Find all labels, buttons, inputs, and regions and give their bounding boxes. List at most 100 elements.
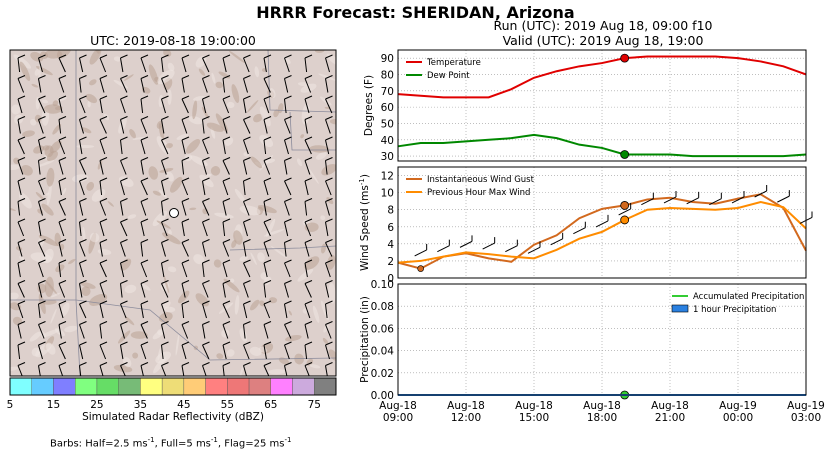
barb-shaft: [202, 119, 205, 134]
wind-barb-timeseries: [482, 237, 496, 250]
terrain-patch: [97, 160, 103, 170]
legend-label: 1 hour Precipitation: [693, 305, 776, 315]
barb-shaft: [161, 180, 166, 196]
barb-feather: [38, 54, 46, 59]
x-tick-label: Aug-18: [447, 400, 485, 412]
barb-feather: [222, 177, 231, 182]
barb-feather: [58, 54, 67, 59]
barb-feather: [181, 116, 190, 120]
wind-barb: [99, 75, 108, 93]
barb-feather: [284, 177, 292, 182]
wind-barb: [181, 259, 190, 278]
wind-barb-timeseries: [641, 192, 654, 206]
barb-feather: [161, 239, 169, 243]
barb-shaft: [140, 324, 148, 339]
barb-legend-note: Barbs: Half=2.5 ms-1, Full=5 ms-1, Flag=…: [50, 436, 292, 450]
barb-feather: [38, 116, 46, 120]
wind-barb: [304, 95, 313, 114]
wind-barb: [58, 239, 67, 257]
terrain-patch: [19, 61, 31, 82]
map-clip-group: [10, 50, 336, 376]
barb-shaft: [263, 98, 270, 114]
barb-shaft: [284, 344, 290, 360]
barb-shaft: [325, 242, 333, 257]
barb-shaft: [58, 303, 64, 319]
barb-feather: [222, 157, 231, 161]
barb-feather: [243, 362, 251, 366]
x-tick-label: Aug-18: [379, 400, 417, 412]
barb-feather: [38, 239, 46, 243]
barb-feather: [222, 95, 231, 100]
wind-barb: [120, 300, 128, 319]
barb-shaft: [17, 365, 23, 376]
barb-shaft: [304, 78, 312, 93]
wind-barb: [161, 321, 169, 339]
barb-feather: [17, 116, 26, 120]
barb-feather: [325, 116, 333, 120]
barb-shaft: [325, 344, 330, 360]
barb-shaft: [161, 242, 166, 257]
terrain-patch: [226, 101, 235, 109]
barb-feather: [38, 259, 46, 264]
barb-shaft: [181, 324, 189, 339]
barb-shaft: [99, 57, 107, 73]
barb-feather: [263, 239, 272, 243]
wind-barb: [304, 362, 313, 376]
wind-barb: [284, 54, 292, 73]
terrain-patch: [118, 117, 127, 134]
wind-barb: [202, 362, 210, 376]
wind-barb: [58, 157, 67, 175]
barb-shaft: [222, 201, 227, 216]
wind-barb: [17, 218, 26, 237]
barb-feather: [284, 157, 292, 161]
terrain-patch: [188, 116, 203, 125]
barb-feather: [202, 280, 210, 284]
wind-barb: [202, 218, 210, 237]
barb-shaft: [38, 283, 43, 298]
barb-feather: [263, 75, 272, 79]
barb-feather: [38, 157, 46, 161]
map-title: UTC: 2019-08-18 19:00:00: [90, 33, 256, 48]
wind-barb: [140, 259, 149, 278]
barb-shaft: [99, 160, 104, 175]
colorbar-segment: [118, 377, 141, 396]
barb-feather: [284, 362, 292, 366]
barb-shaft: [79, 78, 82, 93]
terrain-patch: [42, 299, 57, 305]
colorbar-tick-label: 45: [177, 399, 190, 411]
wind-barb: [284, 341, 292, 360]
barb-feather: [17, 198, 26, 202]
barb-shaft: [304, 324, 309, 339]
wind-barb: [284, 157, 292, 175]
barb-feather: [263, 157, 272, 161]
barb-shaft: [325, 303, 328, 319]
barb-shaft: [161, 221, 168, 237]
barb-feather: [243, 218, 251, 223]
wind-barb: [181, 75, 190, 93]
legend-label: Instantaneous Wind Gust: [427, 175, 535, 185]
barb-feather: [161, 218, 169, 223]
wind-barb: [325, 300, 333, 319]
wind-barb: [58, 362, 67, 376]
wind-barb: [284, 198, 292, 216]
wind-barb: [140, 239, 149, 257]
barb-feather: [99, 362, 108, 366]
terrain-patch: [283, 56, 291, 64]
wind-barb: [181, 362, 190, 376]
barb-shaft: [181, 344, 187, 360]
wind-barb: [58, 259, 67, 278]
y-tick-label: 70: [381, 86, 394, 98]
barb-shaft: [79, 180, 85, 196]
barb-feather: [79, 157, 87, 161]
barb-shaft: [120, 201, 124, 216]
barb-shaft: [58, 283, 66, 298]
barb-feather: [304, 259, 313, 264]
terrain-patch: [140, 283, 151, 291]
terrain-patch: [320, 243, 327, 254]
wind-barb: [161, 95, 169, 114]
wind-barb-timeseries: [437, 239, 450, 253]
barb-shaft: [58, 78, 65, 93]
wind-barb-timeseries: [550, 232, 564, 246]
valid-line: Valid (UTC): 2019 Aug 18, 19:00: [502, 33, 704, 48]
barb-feather: [202, 177, 210, 182]
